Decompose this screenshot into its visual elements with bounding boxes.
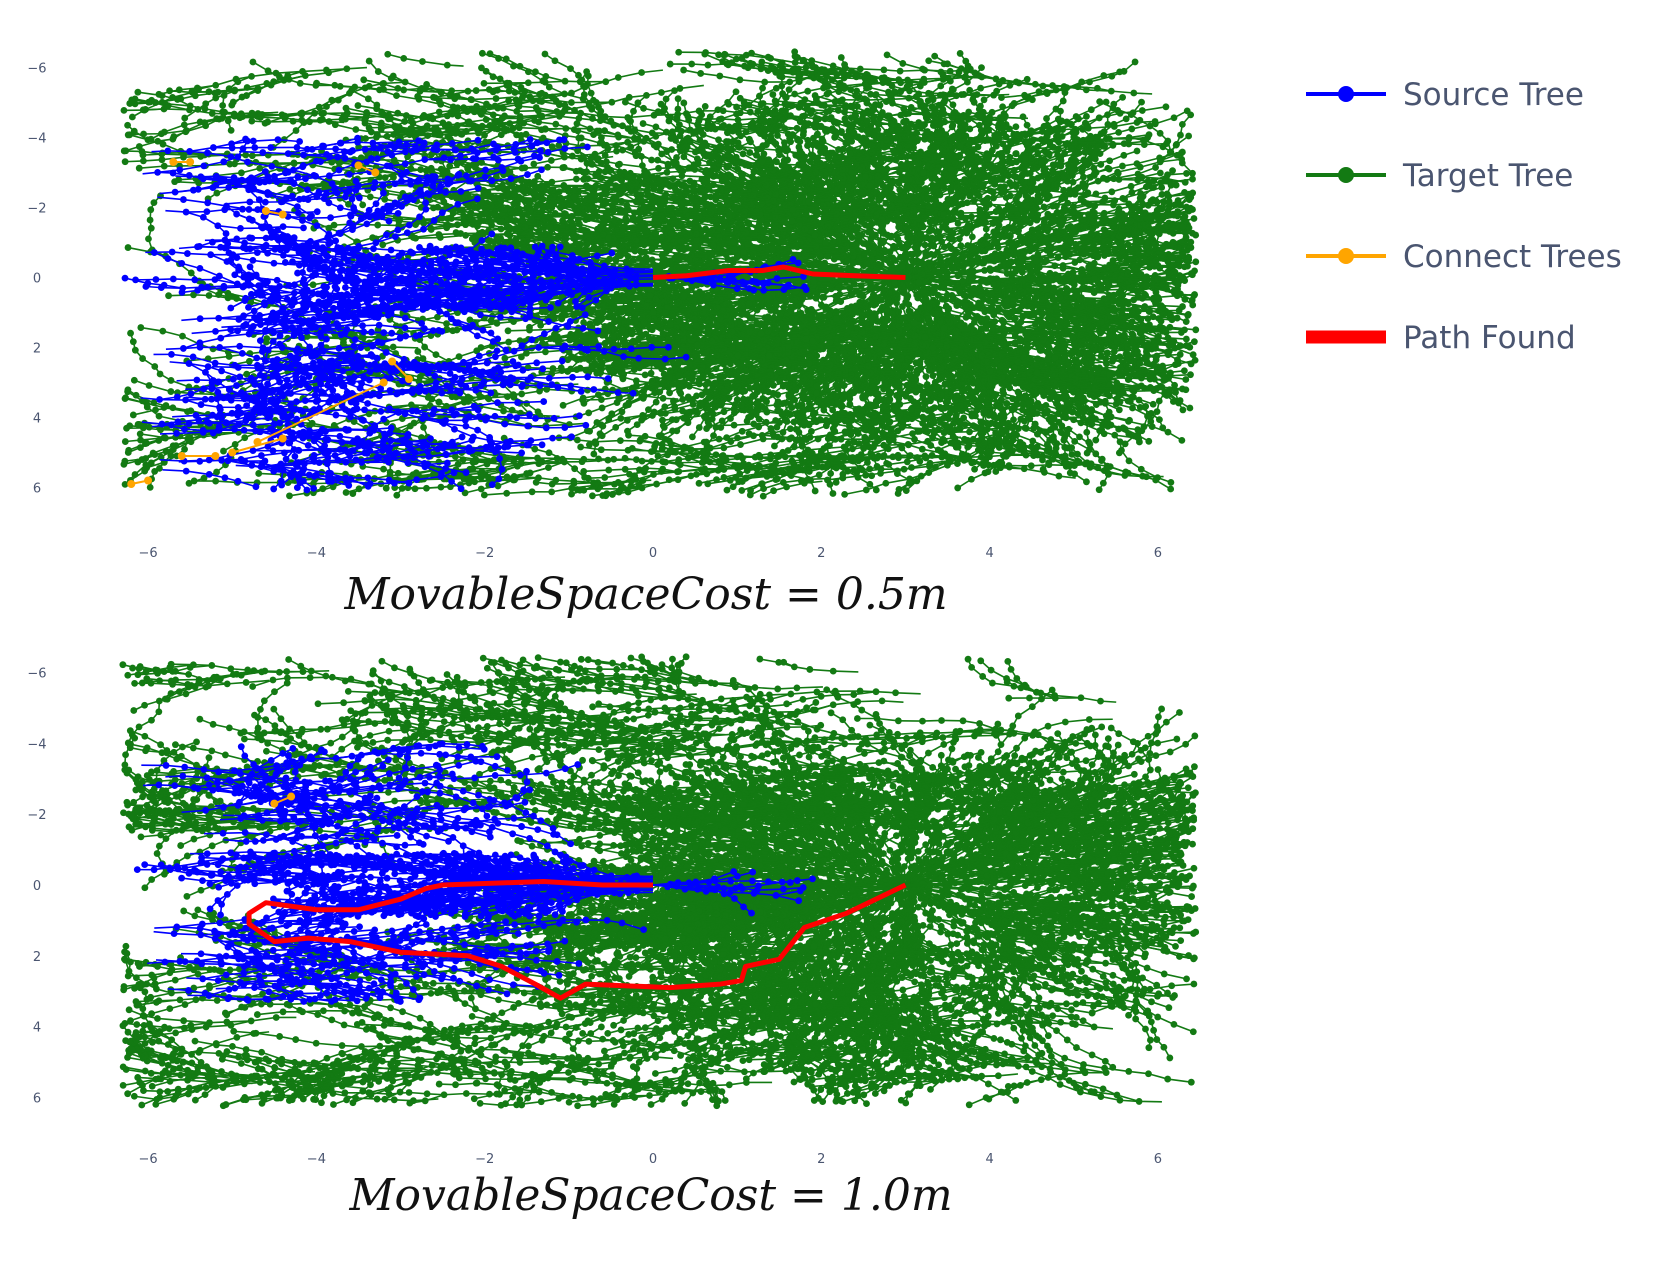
tree-node [1183, 336, 1190, 343]
tree-node [1188, 270, 1195, 277]
tree-node [1187, 405, 1194, 412]
tree-node [1185, 311, 1192, 318]
panel-1-trees [120, 48, 1199, 499]
tree-node [1145, 438, 1152, 445]
tree-node [1178, 437, 1185, 444]
tree-node [1179, 407, 1186, 414]
